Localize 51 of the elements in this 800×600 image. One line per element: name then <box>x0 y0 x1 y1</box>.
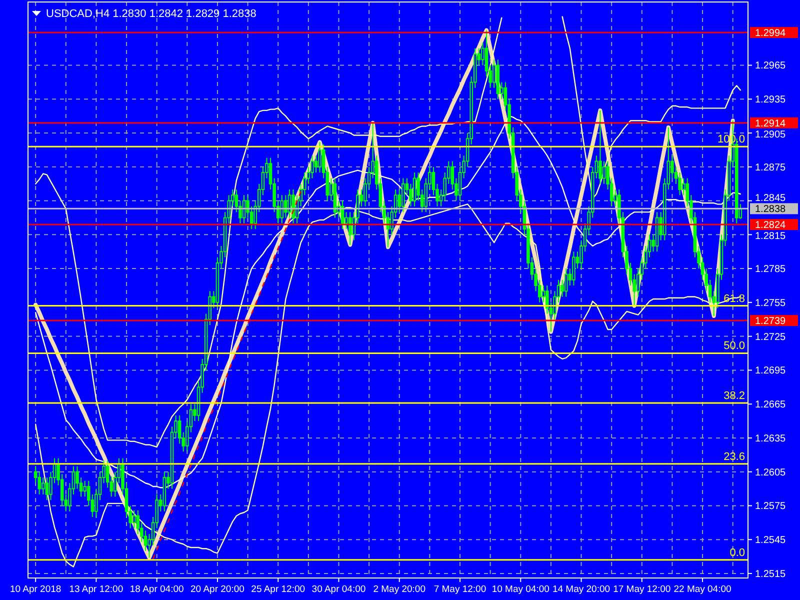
y-tick-label: 1.2695 <box>755 366 786 377</box>
candlestick <box>496 59 500 100</box>
y-tick-label: 1.2725 <box>755 332 786 343</box>
annotation: 50.0 <box>724 340 745 352</box>
y-tick-label: 1.2935 <box>755 94 786 106</box>
candlestick <box>572 251 576 286</box>
text: USDCAD,H4 1.2830 1.2842 1.2829 1.2838 <box>46 8 256 20</box>
y-tick-label: 1.2965 <box>755 60 786 72</box>
y-tick-label: 1.2755 <box>755 298 786 309</box>
x-tick-label: 18 Apr 04:00 <box>130 584 184 595</box>
y-tick-label: 1.2575 <box>755 501 786 512</box>
annotation: 23.6 <box>724 450 745 463</box>
ref-line-label: 1.2994 <box>755 28 786 39</box>
x-tick-label: 25 Apr 12:00 <box>251 584 306 595</box>
candlestick <box>340 200 344 230</box>
candlestick <box>242 194 246 224</box>
x-tick-label: 10 Apr 2018 <box>10 584 62 595</box>
candlestick <box>655 212 659 252</box>
y-tick-label: 1.2545 <box>755 535 786 546</box>
candlestick <box>412 172 416 207</box>
y-tick-label: 1.2785 <box>755 264 786 276</box>
y-tick-label: 1.2635 <box>755 433 786 444</box>
x-tick-label: 2 May 20:00 <box>373 584 426 595</box>
x-tick-label: 14 May 20:00 <box>552 584 610 595</box>
ref-line-label: 1.2739 <box>755 316 786 327</box>
x-tick-label: 20 Apr 20:00 <box>190 584 244 595</box>
candlestick <box>564 268 568 298</box>
y-tick-label: 1.2665 <box>755 400 786 411</box>
y-tick-label: 1.2905 <box>755 129 786 140</box>
candlestick <box>402 178 405 213</box>
candlestick <box>333 178 337 218</box>
candlestick <box>280 194 284 224</box>
candlestick <box>348 212 352 246</box>
y-tick-label: 1.2875 <box>755 162 786 174</box>
x-tick-label: 30 Apr 04:00 <box>312 584 366 595</box>
x-tick-label: 7 May 12:00 <box>434 584 486 595</box>
x-tick-label: 13 Apr 12:00 <box>69 584 124 595</box>
x-tick-label: 22 May 04:00 <box>674 584 732 595</box>
ref-line-label: 1.2824 <box>755 220 786 231</box>
y-tick-label: 1.2845 <box>755 193 786 204</box>
x-tick-label: 17 May 12:00 <box>613 584 671 595</box>
annotation: 38.2 <box>724 390 745 402</box>
y-tick-label: 1.2515 <box>755 568 786 580</box>
ref-line-label: 1.2838 <box>755 204 786 216</box>
x-tick-label: 10 May 04:00 <box>492 584 550 595</box>
annotation: 0.0 <box>730 546 745 559</box>
y-tick-label: 1.2815 <box>755 230 786 242</box>
candlestick <box>598 110 602 184</box>
y-tick-label: 1.2605 <box>755 467 786 478</box>
ref-line-label: 1.2914 <box>755 118 786 130</box>
candlestick <box>162 471 166 512</box>
